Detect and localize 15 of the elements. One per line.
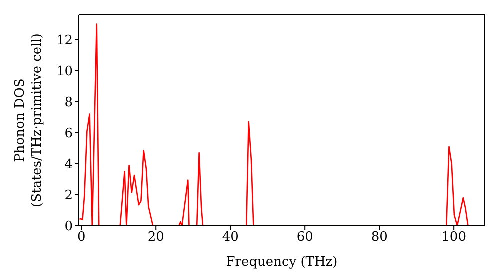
y-tick-label: 0 [64,220,73,235]
x-tick-label: 80 [371,230,388,246]
x-tick-label: 20 [148,230,164,246]
y-axis-title: Phonon DOS (States/THz·primitive cell) [13,33,45,208]
y-tick-label: 10 [56,64,73,80]
y-tick-label: 4 [64,158,73,173]
x-tick-label: 60 [296,230,314,246]
y-tick-label: 6 [64,126,73,142]
y-tick-label: 2 [64,188,73,204]
x-axis-title: Frequency (THz) [226,255,338,270]
x-tick-label: 100 [442,230,466,246]
x-tick-label: 40 [222,230,239,246]
y-tick-label: 8 [64,95,73,110]
x-tick-label: 0 [77,230,86,246]
y-tick-label: 12 [56,33,73,48]
